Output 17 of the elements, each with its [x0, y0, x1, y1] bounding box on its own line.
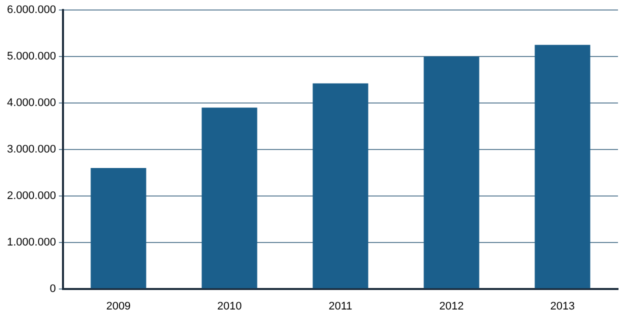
x-tick-label: 2013	[550, 300, 575, 312]
y-tick-label: 5.000.000	[7, 50, 56, 62]
x-tick-label: 2009	[106, 300, 131, 312]
bar	[202, 108, 258, 288]
x-tick-label: 2011	[328, 300, 352, 312]
bar	[424, 56, 480, 288]
bar	[90, 168, 146, 288]
y-tick-label: 3.000.000	[7, 143, 56, 156]
y-tick-label: 1.000.000	[7, 236, 56, 248]
y-tick-label: 6.000.000	[7, 4, 56, 16]
y-tick-label: 4.000.000	[7, 96, 56, 109]
bar	[312, 83, 368, 288]
x-tick-label: 2012	[439, 300, 464, 312]
y-tick-label: 2.000.000	[7, 190, 56, 202]
y-tick-label: 0	[50, 282, 56, 295]
x-tick-label: 2010	[217, 300, 242, 312]
bar	[534, 44, 590, 288]
